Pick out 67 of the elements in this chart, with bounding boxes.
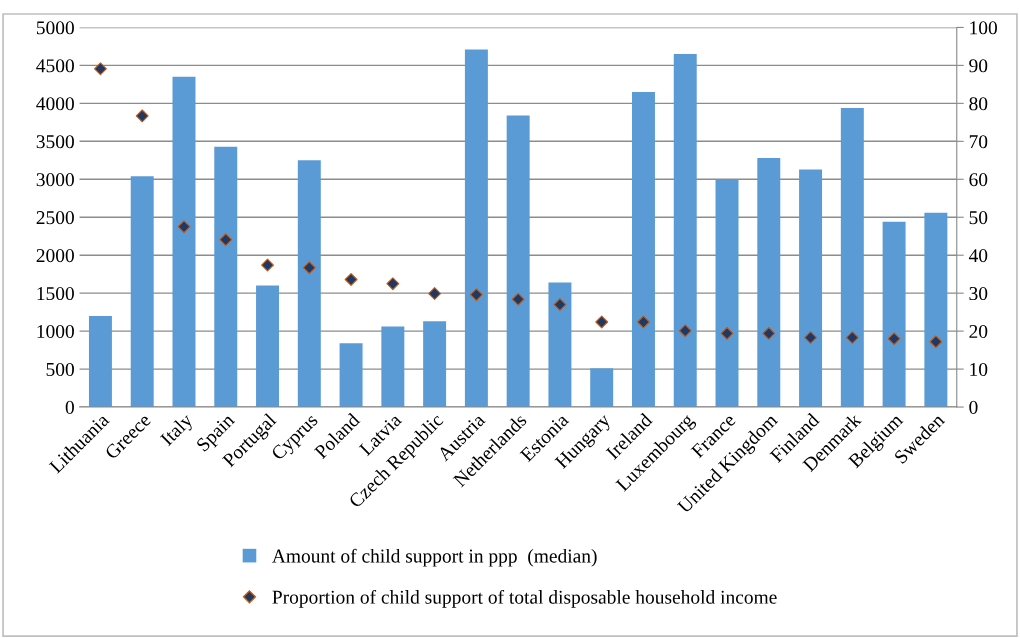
bar bbox=[590, 368, 614, 408]
bar bbox=[673, 54, 697, 408]
bar bbox=[506, 115, 530, 408]
point bbox=[469, 288, 483, 302]
y2-tick-label: 90 bbox=[969, 59, 988, 73]
x-tick-label: Italy bbox=[159, 411, 197, 450]
y-tick-label: 4000 bbox=[36, 97, 74, 111]
point bbox=[845, 331, 859, 345]
point bbox=[887, 332, 901, 346]
y2-tick-label: 30 bbox=[969, 286, 988, 301]
point bbox=[511, 292, 525, 306]
bar bbox=[882, 221, 906, 408]
bar bbox=[548, 282, 572, 408]
y2-tick-label: 50 bbox=[969, 211, 988, 225]
y-tick-label: 4500 bbox=[36, 59, 74, 73]
y2-tick-label: 100 bbox=[970, 21, 997, 35]
bar bbox=[840, 107, 864, 408]
point bbox=[595, 315, 609, 329]
y2-tick-label: 10 bbox=[970, 362, 988, 377]
y-tick-label: 1000 bbox=[37, 324, 74, 339]
bar bbox=[757, 158, 781, 408]
point bbox=[553, 298, 567, 311]
legend-label: Amount of child support in ppp (median) bbox=[272, 548, 597, 567]
y-tick-label: 1500 bbox=[37, 286, 74, 301]
bar bbox=[130, 176, 154, 408]
point bbox=[929, 335, 943, 349]
bar bbox=[256, 285, 280, 408]
bar bbox=[88, 315, 112, 408]
point bbox=[219, 233, 233, 247]
point bbox=[177, 220, 191, 234]
bar bbox=[799, 169, 823, 408]
point bbox=[804, 331, 818, 345]
y-tick-label: 500 bbox=[46, 362, 74, 377]
point bbox=[678, 324, 692, 338]
bar bbox=[381, 326, 405, 408]
point bbox=[302, 261, 316, 275]
bar bbox=[339, 343, 363, 408]
point bbox=[93, 62, 107, 76]
point bbox=[428, 287, 442, 300]
y2-tick-label: 20 bbox=[969, 324, 988, 339]
y2-tick-label: 70 bbox=[969, 135, 988, 149]
y2-tick-label: 40 bbox=[968, 249, 988, 263]
bar bbox=[464, 49, 488, 408]
y2-tick-label: 80 bbox=[969, 97, 988, 111]
bar bbox=[297, 160, 321, 408]
y-tick-label: 3000 bbox=[36, 173, 74, 187]
bar bbox=[715, 180, 739, 408]
bar bbox=[924, 212, 948, 408]
point bbox=[344, 273, 358, 286]
y-tick-label: 5000 bbox=[36, 21, 74, 35]
bar bbox=[423, 321, 447, 408]
y-tick-label: 3500 bbox=[36, 135, 74, 149]
point bbox=[386, 277, 400, 291]
bar bbox=[631, 91, 655, 408]
point bbox=[261, 258, 274, 272]
y-tick-label: 0 bbox=[65, 400, 74, 414]
point bbox=[762, 326, 776, 340]
y-tick-label: 2500 bbox=[36, 211, 74, 225]
legend-label: Proportion of child support of total disposable household income bbox=[272, 589, 777, 608]
y-tick-label: 2000 bbox=[36, 249, 74, 263]
bar bbox=[172, 76, 196, 408]
point bbox=[637, 315, 650, 329]
point bbox=[720, 326, 734, 340]
y2-tick-label: 60 bbox=[969, 173, 988, 187]
bar bbox=[214, 146, 238, 408]
point bbox=[135, 109, 149, 123]
y2-tick-label: 0 bbox=[969, 400, 978, 414]
